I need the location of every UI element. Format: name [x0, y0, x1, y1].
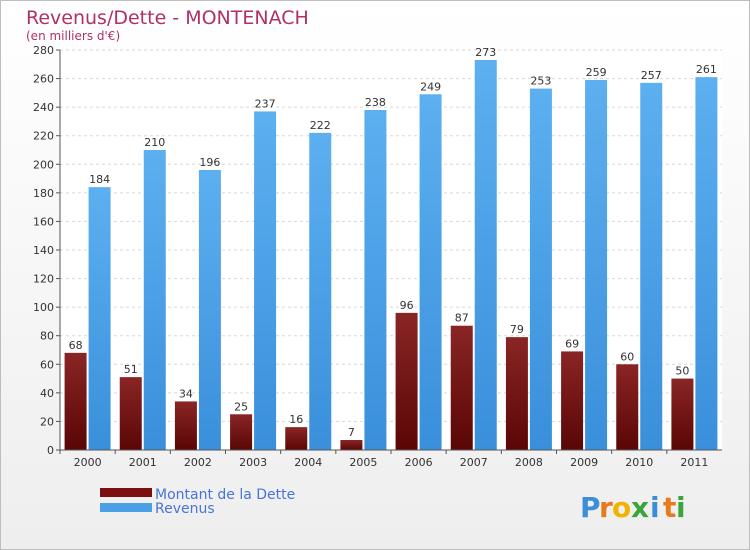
x-tick-label: 2007	[460, 456, 488, 469]
legend-item-debt: Montant de la Dette	[100, 487, 295, 503]
legend-label-revenus: Revenus	[155, 501, 215, 517]
legend: Montant de la Dette Revenus	[100, 487, 295, 517]
value-labels: 68 184 51 210 34 196 25 237 16 222 7 238 96 249 87 273 7…	[69, 46, 717, 439]
value-label-revenus: 196	[199, 156, 220, 169]
y-tick-label: 20	[40, 415, 54, 428]
value-label-debt: 96	[400, 299, 414, 312]
value-label-debt: 51	[124, 363, 138, 376]
bar-revenus	[143, 150, 166, 450]
x-axis: 2000 2001 2002 2003 2004 2005 2006 2007 2008 2009…	[59, 449, 722, 469]
value-label-debt: 7	[348, 426, 355, 439]
bar-debt	[119, 377, 142, 450]
value-label-revenus: 184	[89, 173, 110, 186]
bar-debt	[340, 440, 363, 450]
value-label-revenus: 210	[144, 136, 165, 149]
y-tick-label: 0	[47, 444, 54, 457]
value-label-debt: 25	[234, 400, 248, 413]
logo-letter: r	[599, 491, 613, 524]
y-tick-label: 60	[40, 358, 54, 371]
logo-letter: t	[663, 491, 676, 524]
value-label-revenus: 238	[365, 96, 386, 109]
bar-revenus	[529, 88, 552, 451]
x-tick-label: 2003	[239, 456, 267, 469]
bar-debt	[671, 378, 694, 450]
value-label-debt: 87	[455, 312, 469, 325]
legend-label-debt: Montant de la Dette	[155, 487, 295, 503]
x-tick-label: 2001	[129, 456, 157, 469]
y-tick-label: 160	[33, 215, 54, 228]
y-axis: 0 20 40 60 80 100 120 140 160 180 200 220 240 260 280	[33, 44, 61, 457]
bar-debt	[395, 312, 418, 450]
bar-revenus	[309, 132, 332, 450]
value-label-debt: 50	[675, 365, 689, 378]
y-tick-label: 200	[33, 158, 54, 171]
legend-swatch-revenus	[100, 503, 152, 512]
bar-debt	[450, 325, 473, 450]
bar-revenus	[198, 170, 221, 450]
bar-debt	[174, 401, 197, 450]
value-label-revenus: 249	[420, 80, 441, 93]
bar-revenus	[88, 187, 111, 450]
value-label-revenus: 273	[475, 46, 496, 59]
x-tick-label: 2002	[184, 456, 212, 469]
bar-revenus	[364, 110, 387, 450]
bar-revenus	[474, 60, 497, 450]
value-label-debt: 69	[565, 337, 579, 350]
value-label-revenus: 261	[696, 63, 717, 76]
value-label-revenus: 237	[255, 97, 276, 110]
bar-debt	[230, 414, 253, 450]
value-label-revenus: 253	[530, 75, 551, 88]
value-label-revenus: 259	[586, 66, 607, 79]
bars	[64, 60, 718, 451]
x-tick-label: 2010	[625, 456, 653, 469]
logo-letter: x	[631, 491, 649, 524]
x-tick-label: 2006	[405, 456, 433, 469]
value-label-revenus: 257	[641, 69, 662, 82]
y-tick-label: 80	[40, 330, 54, 343]
value-label-debt: 79	[510, 323, 524, 336]
y-tick-label: 240	[33, 101, 54, 114]
bar-revenus	[640, 82, 663, 450]
x-tick-label: 2005	[349, 456, 377, 469]
bar-revenus	[585, 80, 608, 450]
value-label-debt: 34	[179, 387, 193, 400]
logo-letter: P	[580, 491, 601, 524]
y-tick-label: 220	[33, 130, 54, 143]
logo-letter: i	[650, 491, 660, 524]
proxiti-logo: Pr o x i t i	[580, 491, 686, 524]
legend-item-revenus: Revenus	[100, 501, 215, 517]
bar-revenus	[419, 94, 442, 451]
x-tick-label: 2004	[294, 456, 322, 469]
logo-letter: i	[676, 491, 686, 524]
x-tick-label: 2000	[74, 456, 102, 469]
bar-revenus	[254, 111, 277, 450]
y-tick-label: 180	[33, 187, 54, 200]
y-tick-label: 40	[40, 387, 54, 400]
value-label-debt: 16	[289, 413, 303, 426]
y-tick-label: 120	[33, 273, 54, 286]
y-tick-label: 260	[33, 73, 54, 86]
chart-subtitle: (en milliers d'€)	[26, 29, 120, 43]
bar-debt	[285, 427, 308, 450]
x-tick-label: 2011	[680, 456, 708, 469]
bar-debt	[505, 337, 528, 450]
y-tick-label: 100	[33, 301, 54, 314]
chart-title: Revenus/Dette - MONTENACH	[26, 7, 309, 29]
x-tick-label: 2008	[515, 456, 543, 469]
value-label-debt: 60	[620, 350, 634, 363]
gridlines	[60, 49, 722, 451]
logo-letter: o	[612, 491, 631, 524]
y-tick-label: 140	[33, 244, 54, 257]
x-tick-label: 2009	[570, 456, 598, 469]
value-label-debt: 68	[69, 339, 83, 352]
bar-debt	[64, 352, 87, 450]
bar-debt	[561, 351, 584, 450]
value-label-revenus: 222	[310, 119, 331, 132]
y-tick-label: 280	[33, 44, 54, 57]
bar-revenus	[695, 77, 718, 451]
bar-debt	[616, 364, 639, 450]
legend-swatch-debt	[100, 488, 152, 497]
